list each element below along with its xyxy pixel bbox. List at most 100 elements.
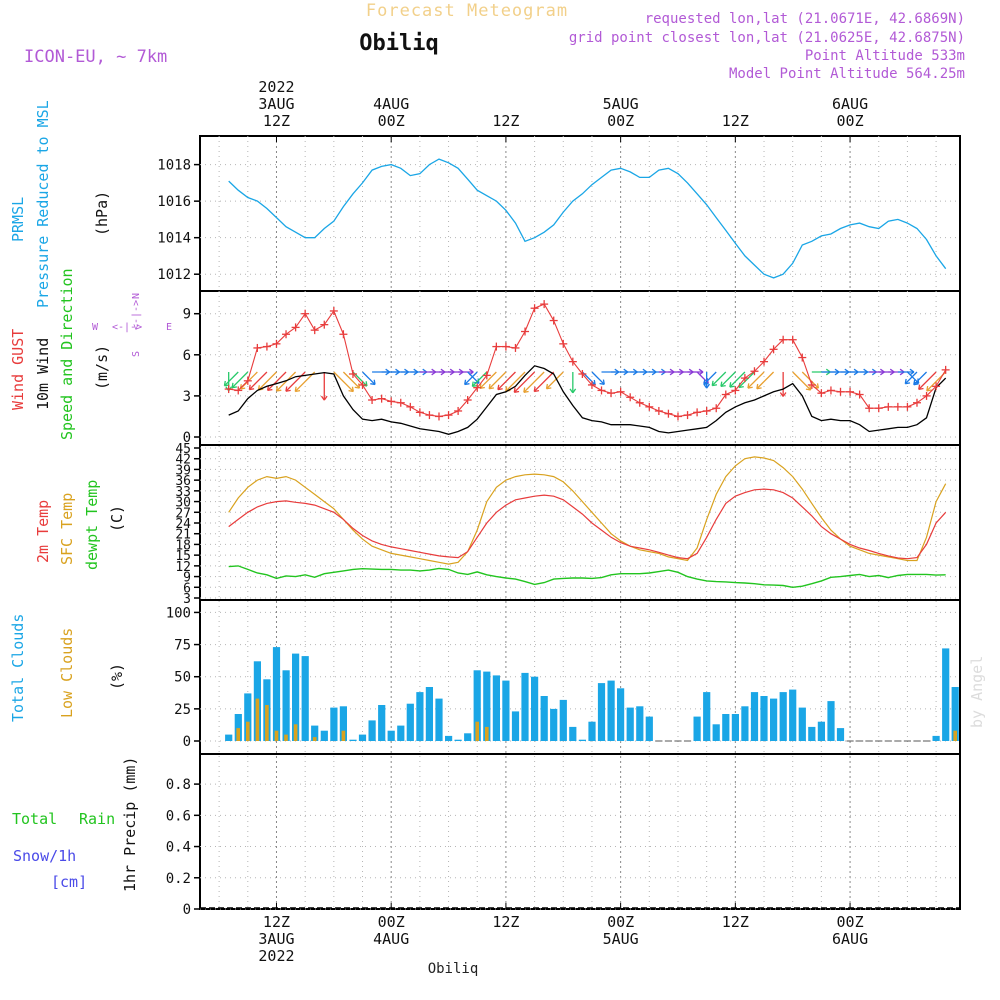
- cloud-total-bar: [636, 706, 644, 741]
- wind-barb-head: [809, 385, 812, 391]
- ytick-label-cloud: 25: [174, 702, 191, 718]
- svg-text:S: S: [131, 351, 142, 357]
- time-label-top: 6AUG: [832, 95, 868, 113]
- time-label-bottom: 12Z: [722, 913, 749, 931]
- wind-barb-head: [756, 387, 762, 390]
- wind-barb-head: [365, 381, 368, 387]
- cloud-total-bar: [234, 714, 242, 741]
- ytick-label-temp: 9: [183, 571, 191, 586]
- wind-barb: [738, 371, 755, 388]
- wind-barb-head: [729, 382, 732, 388]
- wind-barb-head: [294, 386, 297, 392]
- time-label-bottom: 5AUG: [603, 930, 639, 948]
- wind-barb: [591, 371, 605, 385]
- svg-text:<-|->: <-|->: [131, 300, 142, 330]
- wind-barb-head: [545, 383, 549, 389]
- time-label-top: 00Z: [837, 112, 864, 130]
- temp-2m-line: [228, 488, 947, 560]
- wind-barb: [505, 371, 526, 392]
- svg-text:N: N: [131, 293, 142, 299]
- wind-barb-head: [720, 384, 726, 388]
- ytick-label-precip: 0.2: [166, 871, 191, 887]
- watermark: by Angel: [968, 656, 986, 728]
- footer-location: Obiliq: [428, 961, 479, 977]
- wind-barb: [276, 371, 297, 392]
- ytick-label-wind: 0: [183, 430, 191, 446]
- pressure-line: [228, 158, 947, 279]
- cloud-total-bar: [378, 705, 386, 741]
- cloud-total-bar: [827, 701, 835, 741]
- ytick-label-temp: 24: [175, 517, 191, 532]
- wind-barb-head: [231, 382, 234, 388]
- ytick-label-temp: 33: [175, 485, 191, 500]
- cloud-low-bar: [265, 705, 269, 741]
- cloud-total-bar: [244, 693, 252, 741]
- time-label-top: 00Z: [378, 112, 405, 130]
- wind-barb-head: [712, 384, 718, 387]
- wind-barb-head: [569, 388, 574, 394]
- cloud-label-low: Low Clouds: [58, 628, 76, 718]
- wind-barb: [918, 371, 937, 390]
- wind-barb-head: [497, 388, 503, 391]
- wind-barb-head: [805, 388, 811, 391]
- wind-barb: [756, 371, 775, 390]
- wind-barb-head: [358, 383, 361, 389]
- cloud-total-bar: [817, 721, 825, 741]
- cloud-total-bar: [358, 734, 367, 741]
- cloud-total-bar: [798, 707, 806, 741]
- chart-marks: [200, 158, 960, 909]
- model-label: ICON-EU, ~ 7km: [24, 47, 167, 67]
- wind-barb-head: [926, 385, 929, 391]
- wind-barb: [497, 371, 516, 391]
- wind-barb-head: [249, 388, 255, 391]
- wind-label-speed: Speed and Direction: [58, 268, 76, 440]
- wind-barb: [488, 371, 507, 390]
- time-label-bottom: 00Z: [378, 913, 405, 931]
- time-label-bottom: 12Z: [263, 913, 290, 931]
- wind-barb-head: [720, 381, 723, 387]
- wind-barb-head: [706, 383, 710, 389]
- wind-barb-head: [248, 384, 251, 390]
- cloud-total-bar: [492, 675, 500, 741]
- wind-barb: [267, 371, 287, 391]
- cloud-low-bar: [475, 721, 479, 741]
- wind-barb-head: [285, 389, 291, 392]
- time-label-bottom: 4AUG: [373, 930, 409, 948]
- precip-label-rain: Rain: [79, 810, 115, 828]
- wind-barb-head: [513, 387, 516, 393]
- wind-barb-head: [926, 389, 932, 392]
- wind-label-gust: Wind GUST: [9, 329, 27, 410]
- dewpt-temp-line: [228, 565, 946, 589]
- cloud-low-bar: [246, 721, 250, 741]
- wind-barb: [223, 371, 239, 387]
- chart-title: Forecast Meteogram: [366, 1, 568, 21]
- wind-barb-head: [816, 383, 820, 389]
- cloud-total-bar: [416, 692, 424, 741]
- point-altitude: Point Altitude 533m: [805, 48, 965, 64]
- wind-barb-head: [320, 395, 325, 401]
- ytick-label-temp: 3: [183, 592, 191, 607]
- wind-barb-head: [523, 390, 529, 393]
- cloud-total-bar: [550, 708, 558, 741]
- ytick-label-pressure: 1016: [157, 194, 191, 210]
- cloud-low-bar: [293, 724, 298, 741]
- wind-barb-head: [782, 392, 787, 397]
- wind-barb-head: [488, 383, 491, 389]
- wind-barb: [333, 371, 354, 392]
- wind-barb-head: [348, 389, 354, 393]
- ytick-label-temp: 42: [175, 453, 191, 468]
- cloud-total-bar: [311, 725, 319, 741]
- temp-label-unit: (C): [108, 505, 126, 532]
- cloud-total-bar: [473, 670, 481, 741]
- panel-labels: PRMSL Pressure Reduced to MSL (hPa) Wind…: [9, 100, 172, 892]
- ytick-label-temp: 21: [175, 528, 191, 543]
- cloud-total-bar: [301, 656, 309, 741]
- model-altitude: Model Point Altitude 564.25m: [729, 66, 965, 82]
- cloud-total-bar: [942, 648, 950, 741]
- ytick-label-temp: 6: [183, 581, 191, 596]
- cloud-total-bar: [722, 714, 730, 741]
- cloud-total-bar: [712, 724, 720, 741]
- wind-barb: [703, 371, 717, 385]
- wind-barb-head: [276, 389, 282, 392]
